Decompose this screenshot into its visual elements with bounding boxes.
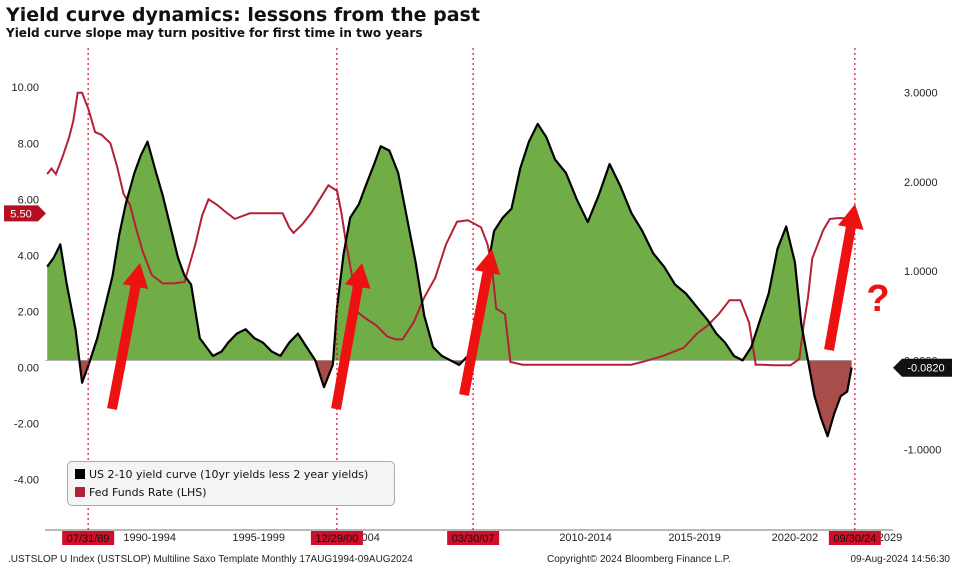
right-last-value-label: -0.0820 xyxy=(907,363,944,375)
left-last-value-label: 5.50 xyxy=(10,208,31,220)
left-axis-tick-label: 8.00 xyxy=(18,138,39,150)
legend-swatch-red xyxy=(75,487,85,497)
left-last-value-marker xyxy=(4,205,46,222)
red-arrow xyxy=(107,263,149,410)
right-axis-tick-label: 3.0000 xyxy=(904,88,938,100)
event-date-label: 12/29/00 xyxy=(315,533,358,545)
chart-subtitle: Yield curve slope may turn positive for … xyxy=(6,26,423,40)
legend-item-yield-curve: US 2-10 yield curve (10yr yields less 2 … xyxy=(75,465,394,483)
red-arrow xyxy=(459,249,501,396)
x-axis-tick-label: 2010-2014 xyxy=(559,532,612,544)
left-axis-tick-label: 2.00 xyxy=(18,306,39,318)
event-date-marker xyxy=(310,531,363,545)
event-date-label: 03/30/07 xyxy=(452,533,495,545)
left-axis-tick-label: 4.00 xyxy=(18,250,39,262)
event-date-marker xyxy=(62,531,115,545)
red-arrow xyxy=(824,204,864,351)
red-arrow xyxy=(331,263,371,410)
footer-source: .USTSLOP U Index (USTSLOP) Multiline Sax… xyxy=(8,554,413,565)
legend-swatch-black xyxy=(75,469,85,479)
right-axis-tick-label: 1.0000 xyxy=(904,266,938,278)
chart-title: Yield curve dynamics: lessons from the p… xyxy=(6,4,480,26)
left-axis-tick-label: 0.00 xyxy=(18,362,39,374)
right-axis-tick-label: -1.0000 xyxy=(904,445,941,457)
x-axis-tick-label: 1995-1999 xyxy=(232,532,285,544)
x-axis-tick-label: 2015-2019 xyxy=(668,532,721,544)
right-last-value-marker xyxy=(893,358,952,377)
question-mark-annotation: ? xyxy=(866,278,889,320)
event-date-label: 07/31/89 xyxy=(67,533,110,545)
yield-curve-line xyxy=(46,122,853,438)
legend-label-yield-curve: US 2-10 yield curve (10yr yields less 2 … xyxy=(89,467,369,481)
legend-item-fed-funds: Fed Funds Rate (LHS) xyxy=(75,483,394,501)
left-axis-tick-label: -4.00 xyxy=(14,475,39,487)
event-date-marker xyxy=(828,531,881,545)
left-axis-tick-label: -2.00 xyxy=(14,419,39,431)
right-axis-tick-label: 2.0000 xyxy=(904,177,938,189)
chart-legend: US 2-10 yield curve (10yr yields less 2 … xyxy=(67,461,395,506)
x-axis-tick-label: 2020-202 xyxy=(772,532,819,544)
legend-label-fed-funds: Fed Funds Rate (LHS) xyxy=(89,485,207,499)
footer-copyright: Copyright© 2024 Bloomberg Finance L.P. xyxy=(547,554,731,565)
event-date-marker xyxy=(447,531,500,545)
footer-timestamp: 09-Aug-2024 14:56:30 xyxy=(850,554,950,565)
left-axis-tick-label: 10.00 xyxy=(11,82,39,94)
yield-curve-positive-area xyxy=(47,123,852,361)
event-date-label: 09/30/24 xyxy=(833,533,876,545)
x-axis-tick-label: 1990-1994 xyxy=(123,532,176,544)
left-axis-tick-label: 6.00 xyxy=(18,194,39,206)
